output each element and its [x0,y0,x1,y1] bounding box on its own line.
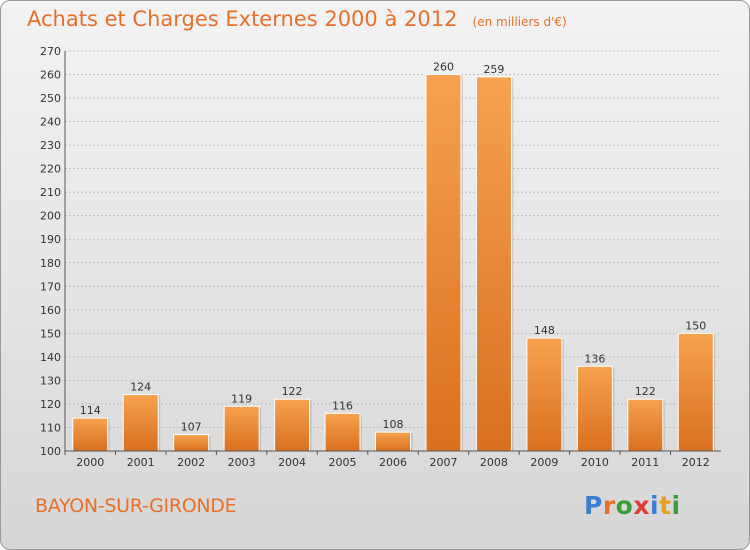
bar-2012 [677,332,714,452]
data-label: 108 [383,418,404,431]
y-tick-label: 250 [40,92,61,105]
data-label: 148 [534,324,555,337]
y-tick-label: 110 [40,421,61,434]
x-tick-label: 2005 [329,456,357,469]
x-axis-ticks: 2000 2001 2002 2003 2004 2005 2006 2007 2008 2009… [64,451,710,469]
x-tick-label: 2007 [429,456,457,469]
data-label: 122 [635,385,656,398]
logo-letter: P [584,491,603,520]
place-name: BAYON-SUR-GIRONDE [35,495,237,517]
y-axis-ticks: 100 110 120 130 140 150 160 170 180 190 200 210 220 2… [40,45,61,458]
chart-title: Achats et Charges Externes 2000 à 2012 [27,7,458,31]
bar-2008 [475,76,512,452]
y-tick-label: 200 [40,210,61,223]
data-label: 259 [483,63,504,76]
y-tick-label: 150 [40,327,61,340]
data-label: 116 [332,399,353,412]
y-tick-label: 240 [40,116,61,129]
data-label: 119 [231,392,252,405]
y-tick-label: 210 [40,186,61,199]
y-tick-label: 120 [40,398,61,411]
logo-letter: x [633,491,650,520]
bars: 114 124 107 119 122 116 108 260 259 148 136 122 150 [72,61,716,452]
bar-2010 [576,365,613,452]
logo-letter: r [602,491,616,520]
y-tick-label: 270 [40,45,61,58]
y-tick-label: 170 [40,280,61,293]
data-label: 124 [130,381,151,394]
data-label: 136 [584,352,605,365]
data-label: 150 [685,319,706,332]
data-label: 107 [181,421,202,434]
data-label: 122 [282,385,303,398]
x-tick-label: 2008 [480,456,508,469]
x-tick-label: 2006 [379,456,407,469]
y-tick-label: 260 [40,69,61,82]
x-tick-label: 2011 [631,456,659,469]
data-label: 260 [433,61,454,74]
bar-2007 [425,74,462,452]
bar-2004 [274,398,311,452]
x-tick-label: 2010 [581,456,609,469]
y-tick-label: 100 [40,445,61,458]
bar-2002 [173,434,210,452]
bar-2006 [375,431,411,452]
logo-letter: t [659,491,672,520]
proxiti-logo: Proxiti [584,491,681,520]
bar-2000 [72,417,109,452]
y-tick-label: 230 [40,139,61,152]
bar-2011 [627,398,664,452]
bar-2005 [324,412,361,452]
data-label: 114 [80,404,101,417]
y-tick-label: 130 [40,374,61,387]
x-tick-label: 2003 [228,456,256,469]
logo-letter: i [650,491,660,520]
x-tick-label: 2002 [177,456,205,469]
x-tick-label: 2004 [278,456,306,469]
x-tick-label: 2012 [682,456,710,469]
x-tick-label: 2001 [127,456,155,469]
x-tick-label: 2009 [530,456,558,469]
y-tick-label: 180 [40,257,61,270]
y-tick-label: 190 [40,233,61,246]
chart-subtitle: (en milliers d'€) [472,15,567,29]
axes [64,51,721,452]
y-tick-label: 140 [40,351,61,364]
y-tick-label: 220 [40,163,61,176]
bar-2001 [122,394,159,452]
gridlines [65,50,721,452]
logo-letter: i [671,491,681,520]
bar-2003 [223,405,260,452]
logo-letter: o [615,491,634,520]
y-tick-label: 160 [40,304,61,317]
x-tick-label: 2000 [76,456,104,469]
bar-2009 [526,337,563,452]
chart-title-row: Achats et Charges Externes 2000 à 2012 (… [27,7,567,31]
